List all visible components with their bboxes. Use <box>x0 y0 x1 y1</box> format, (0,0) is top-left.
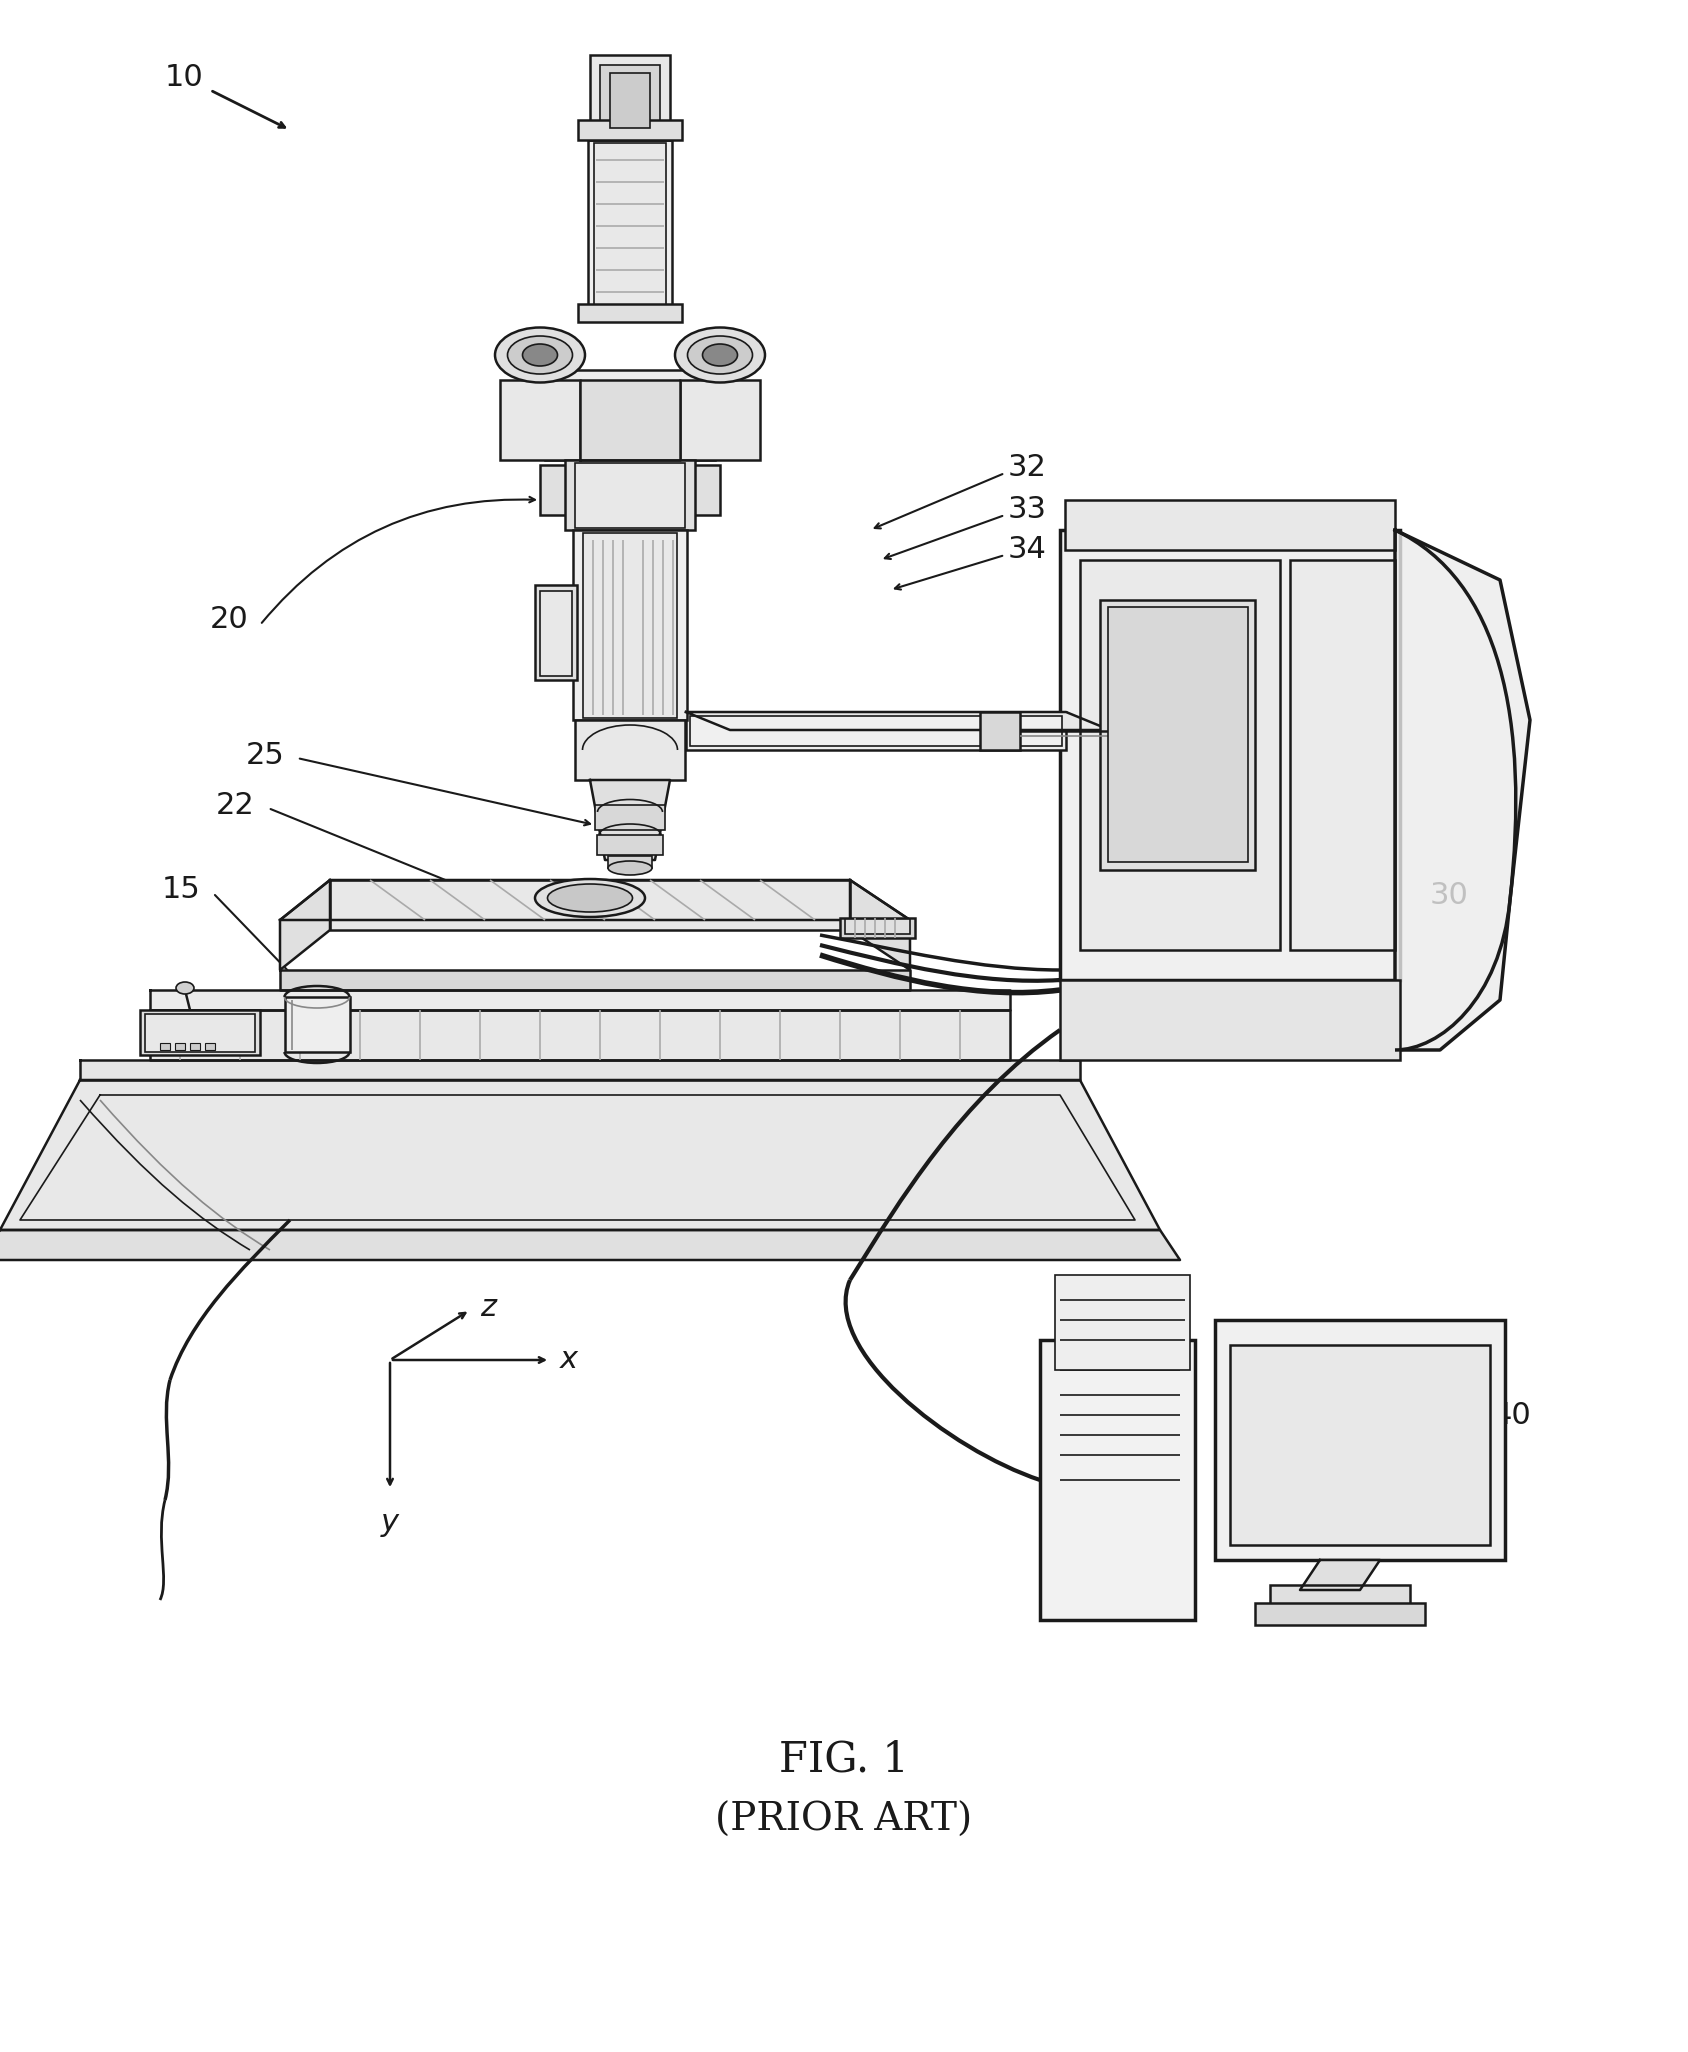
Bar <box>1101 599 1254 870</box>
Polygon shape <box>1300 1560 1381 1590</box>
Bar <box>565 460 695 529</box>
Bar <box>981 712 1020 749</box>
Polygon shape <box>280 880 910 919</box>
Ellipse shape <box>508 337 572 373</box>
Bar <box>1107 607 1247 862</box>
Text: 33: 33 <box>1008 495 1047 525</box>
Text: 34: 34 <box>1008 536 1047 564</box>
Bar <box>204 1042 214 1051</box>
Bar <box>140 1010 260 1055</box>
Bar <box>176 1042 186 1051</box>
Text: 30: 30 <box>1430 880 1469 909</box>
Bar <box>191 1042 199 1051</box>
Polygon shape <box>0 1229 1180 1260</box>
Bar <box>1231 1344 1491 1545</box>
Ellipse shape <box>535 878 645 917</box>
Polygon shape <box>591 780 670 860</box>
Bar <box>846 919 910 934</box>
Bar <box>587 140 672 320</box>
Bar <box>690 716 1062 747</box>
Bar <box>540 591 572 675</box>
Bar <box>1060 981 1399 1061</box>
Bar <box>1040 1340 1195 1619</box>
Ellipse shape <box>608 862 652 874</box>
Ellipse shape <box>675 328 765 382</box>
Bar <box>500 380 581 460</box>
Bar <box>582 534 677 718</box>
Bar <box>841 917 915 938</box>
Polygon shape <box>0 1079 1160 1229</box>
Ellipse shape <box>547 884 633 911</box>
Ellipse shape <box>687 337 753 373</box>
Text: y: y <box>381 1508 398 1537</box>
Bar <box>576 464 685 527</box>
Polygon shape <box>79 1061 1080 1079</box>
Bar <box>535 585 577 679</box>
Bar <box>1215 1319 1506 1560</box>
Polygon shape <box>329 880 851 930</box>
Bar <box>576 720 685 780</box>
Text: (PRIOR ART): (PRIOR ART) <box>716 1802 972 1839</box>
Polygon shape <box>581 380 680 460</box>
Bar <box>598 835 663 856</box>
Text: x: x <box>560 1346 577 1375</box>
Bar <box>599 66 660 135</box>
Polygon shape <box>1394 529 1529 1051</box>
Text: FIG. 1: FIG. 1 <box>780 1738 908 1781</box>
Bar <box>572 529 687 720</box>
Bar <box>680 380 760 460</box>
Bar <box>1055 1274 1190 1371</box>
Text: 22: 22 <box>216 790 255 819</box>
Bar <box>690 466 721 515</box>
Text: z: z <box>479 1293 496 1321</box>
Ellipse shape <box>523 345 557 365</box>
Text: 40: 40 <box>1492 1402 1531 1430</box>
Ellipse shape <box>176 983 194 993</box>
Bar <box>591 55 670 140</box>
Polygon shape <box>685 712 1111 731</box>
Bar <box>160 1042 170 1051</box>
Bar <box>1080 560 1280 950</box>
Bar <box>1290 560 1394 950</box>
Bar <box>1269 1584 1409 1605</box>
Text: 10: 10 <box>165 64 204 92</box>
Bar <box>1254 1603 1425 1625</box>
Text: 32: 32 <box>1008 453 1047 482</box>
Polygon shape <box>280 971 910 989</box>
Bar <box>577 304 682 322</box>
Text: 15: 15 <box>162 876 199 905</box>
Polygon shape <box>280 880 329 971</box>
Bar <box>609 74 650 127</box>
Bar <box>577 119 682 140</box>
Ellipse shape <box>702 345 738 365</box>
Bar <box>145 1014 255 1053</box>
Bar <box>545 369 716 460</box>
Bar <box>594 144 667 318</box>
Polygon shape <box>150 989 1009 1010</box>
Polygon shape <box>150 1010 1009 1061</box>
Bar <box>608 856 652 868</box>
Polygon shape <box>851 880 910 971</box>
Bar <box>594 804 665 829</box>
Bar <box>685 712 1067 749</box>
Text: 25: 25 <box>246 741 285 770</box>
Bar <box>1065 501 1394 550</box>
Bar <box>285 997 349 1053</box>
Text: 20: 20 <box>209 605 248 634</box>
Bar <box>1060 529 1399 981</box>
Bar <box>540 466 571 515</box>
Ellipse shape <box>495 328 586 382</box>
